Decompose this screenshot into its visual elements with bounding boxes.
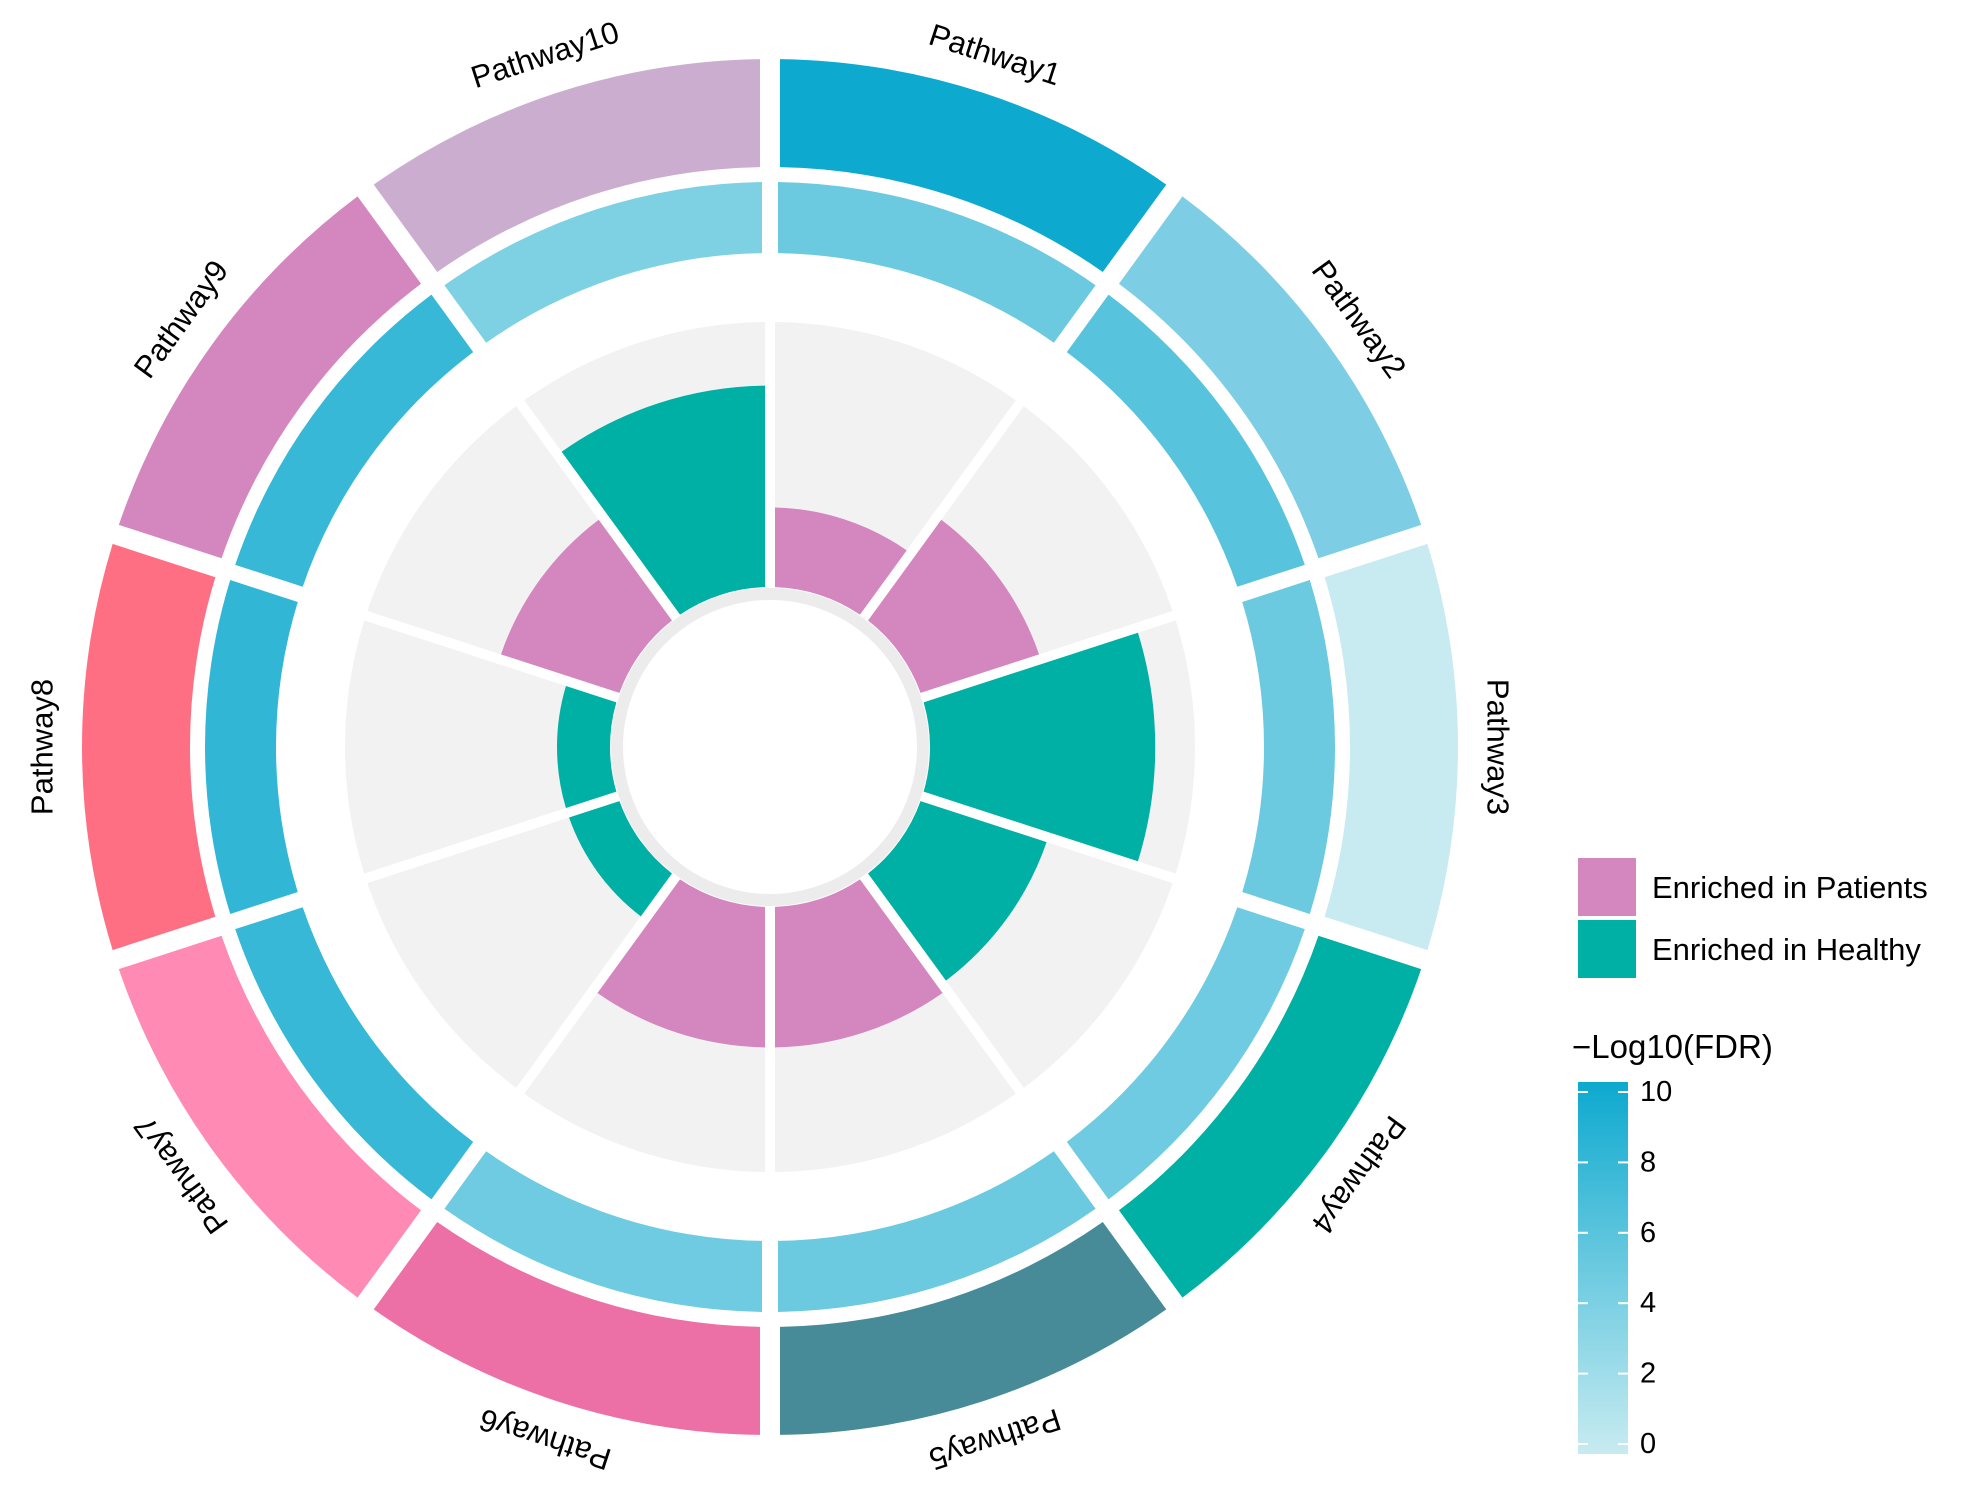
legend-swatch-patients: [1578, 858, 1636, 916]
pathway-label-pathway1: Pathway1: [925, 17, 1065, 92]
legend-swatch-healthy: [1578, 920, 1636, 978]
fdr-ring-pathway10: [444, 182, 763, 343]
bar-pathway7: [569, 801, 672, 917]
outer-ring-pathway5: [779, 1222, 1167, 1435]
outer-ring-pathway4: [1118, 935, 1422, 1298]
outer-ring-pathway7: [118, 935, 422, 1298]
legend: Enriched in Patients Enriched in Healthy…: [1572, 858, 1928, 1460]
colorbar-tick-label: 6: [1640, 1217, 1656, 1249]
fdr-ring-pathway8: [205, 580, 298, 914]
bar-pathway5: [774, 879, 943, 1048]
fdr-ring-pathway2: [1066, 294, 1305, 587]
outer-ring-pathway2: [1118, 196, 1422, 559]
bar-pathway8: [557, 685, 617, 809]
bar-pathway3: [923, 632, 1156, 862]
inner-ring-border: [611, 588, 929, 906]
fdr-ring-pathway1: [777, 182, 1096, 343]
pathway-label-pathway6: Pathway6: [475, 1402, 615, 1477]
bar-pathway4: [868, 801, 1047, 981]
bar-pathway9: [500, 519, 672, 693]
bar-pathway1: [774, 507, 907, 615]
rings-layer: [81, 59, 1458, 1435]
pathway-label-pathway3: Pathway3: [1481, 679, 1516, 815]
fdr-ring-pathway9: [235, 294, 474, 587]
fdr-ring-pathway5: [777, 1151, 1096, 1312]
colorbar-tick-label: 10: [1640, 1076, 1672, 1108]
colorbar-tick-label: 4: [1640, 1287, 1656, 1319]
bar-pathway2: [868, 519, 1040, 693]
outer-ring-pathway3: [1324, 543, 1458, 951]
outer-ring-pathway6: [373, 1222, 761, 1435]
fdr-ring-pathway3: [1242, 580, 1335, 914]
pathway-label-pathway5: Pathway5: [925, 1402, 1065, 1477]
outer-ring-pathway10: [373, 59, 761, 272]
center-hole: [624, 601, 916, 893]
colorbar-ticks: 10 8 6 4 2 0: [1578, 1076, 1672, 1460]
colorbar-tick-label: 0: [1640, 1428, 1656, 1460]
colorbar-tick-label: 2: [1640, 1358, 1656, 1390]
outer-ring-pathway8: [81, 543, 216, 951]
pathway-label-pathway8: Pathway8: [25, 679, 60, 815]
legend-label-patients: Enriched in Patients: [1652, 870, 1928, 905]
colorbar: [1578, 1082, 1628, 1454]
fdr-ring-pathway4: [1066, 907, 1305, 1200]
bar-pathway10: [561, 385, 766, 615]
legend-label-healthy: Enriched in Healthy: [1652, 932, 1921, 967]
outer-ring-pathway9: [118, 196, 422, 559]
colorbar-tick-label: 8: [1640, 1146, 1656, 1178]
fdr-ring-pathway7: [235, 907, 474, 1200]
bar-background-pathway7: [367, 801, 672, 1088]
fdr-ring-pathway6: [444, 1151, 763, 1312]
colorbar-title: −Log10(FDR): [1572, 1028, 1773, 1065]
outer-ring-pathway1: [779, 59, 1167, 272]
bar-background-pathway8: [344, 620, 617, 874]
bar-pathway6: [597, 879, 766, 1048]
